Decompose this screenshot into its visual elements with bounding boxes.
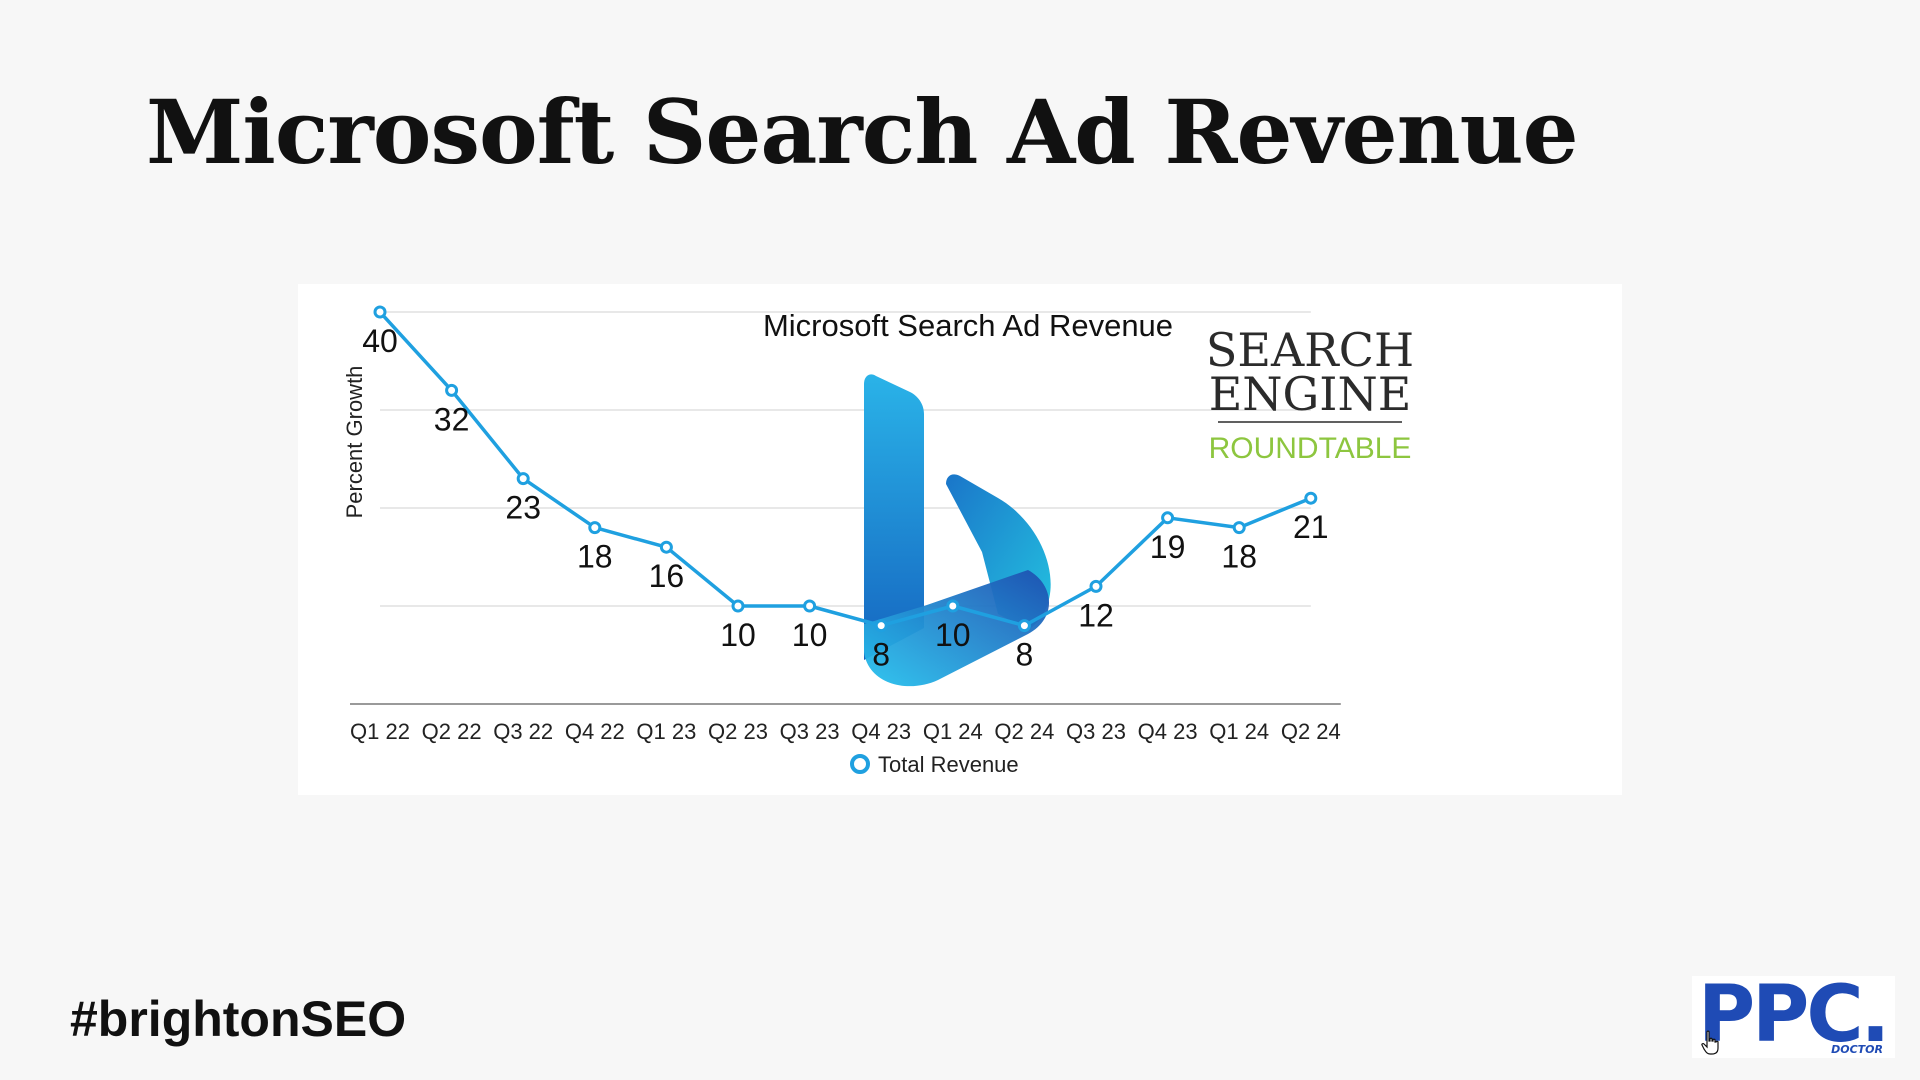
- x-tick-label: Q1 24: [923, 719, 983, 744]
- x-tick-label: Q4 22: [565, 719, 625, 744]
- x-tick-label: Q3 23: [1066, 719, 1126, 744]
- data-point: [659, 540, 673, 554]
- data-label: 21: [1293, 509, 1329, 545]
- x-tick-label: Q4 23: [851, 719, 911, 744]
- x-tick-label: Q2 24: [994, 719, 1054, 744]
- x-tick-label: Q1 22: [350, 719, 410, 744]
- x-tick-label: Q2 22: [422, 719, 482, 744]
- data-label: 10: [935, 617, 971, 653]
- data-label: 19: [1150, 529, 1186, 565]
- series-line: [378, 310, 1312, 628]
- data-point: [946, 599, 960, 613]
- logo-subtext: DOCTOR: [1831, 1043, 1883, 1056]
- data-label: 8: [872, 637, 890, 673]
- data-label: 10: [720, 617, 756, 653]
- hand-cursor-icon: [1701, 1030, 1719, 1055]
- data-point: [1017, 619, 1031, 633]
- data-point: [1161, 511, 1175, 525]
- x-tick-label: Q2 23: [708, 719, 768, 744]
- legend: Total Revenue: [850, 752, 1019, 777]
- bing-logo-icon: [864, 374, 1051, 687]
- series-total-revenue: 40 32 23 18 16 10 10 8 10 8 12 19 18 21: [362, 305, 1329, 673]
- data-label: 18: [577, 539, 613, 575]
- x-tick-label: Q2 24: [1281, 719, 1341, 744]
- data-point: [588, 521, 602, 535]
- logo-text: PPC.: [1698, 970, 1890, 1060]
- data-point: [803, 599, 817, 613]
- x-tick-label: Q4 23: [1138, 719, 1198, 744]
- data-point: [1232, 521, 1246, 535]
- data-point: [445, 383, 459, 397]
- data-label: 12: [1078, 597, 1114, 633]
- data-point: [874, 619, 888, 633]
- watermark-line-3: ROUNDTABLE: [1209, 432, 1412, 465]
- grid-lines: [380, 311, 1311, 607]
- x-tick-label: Q3 23: [780, 719, 840, 744]
- x-tick-label: Q1 24: [1209, 719, 1269, 744]
- data-label: 18: [1221, 539, 1257, 575]
- data-label: 16: [649, 558, 685, 594]
- hashtag: #brightonSEO: [70, 991, 407, 1047]
- data-point: [1089, 579, 1103, 593]
- y-axis-label: Percent Growth: [342, 366, 367, 519]
- x-tick-label: Q3 22: [493, 719, 553, 744]
- legend-label: Total Revenue: [878, 752, 1019, 777]
- data-label: 32: [434, 401, 470, 437]
- watermark-line-2: ENGINE: [1209, 367, 1412, 421]
- watermark-line-1: SEARCH: [1206, 323, 1414, 377]
- chart-panel: SEARCH ENGINE ROUNDTABLE Microsoft Searc…: [298, 284, 1622, 795]
- ppc-doctor-logo: PPC. DOCTOR: [1692, 970, 1895, 1060]
- data-label: 40: [362, 323, 398, 359]
- data-point: [731, 599, 745, 613]
- legend-marker: [850, 754, 870, 774]
- data-label: 23: [505, 490, 541, 526]
- data-label: 10: [792, 617, 828, 653]
- chart-title: Microsoft Search Ad Revenue: [763, 308, 1173, 343]
- data-point: [1304, 491, 1318, 505]
- data-point: [516, 472, 530, 486]
- data-point: [373, 305, 387, 319]
- data-label: 8: [1016, 637, 1034, 673]
- x-tick-labels: Q1 22 Q2 22 Q3 22 Q4 22 Q1 23 Q2 23 Q3 23 Q4 23…: [350, 719, 1341, 744]
- x-tick-label: Q1 23: [636, 719, 696, 744]
- line-chart: SEARCH ENGINE ROUNDTABLE Microsoft Searc…: [342, 305, 1414, 777]
- slide-title: Microsoft Search Ad Revenue: [146, 80, 1579, 184]
